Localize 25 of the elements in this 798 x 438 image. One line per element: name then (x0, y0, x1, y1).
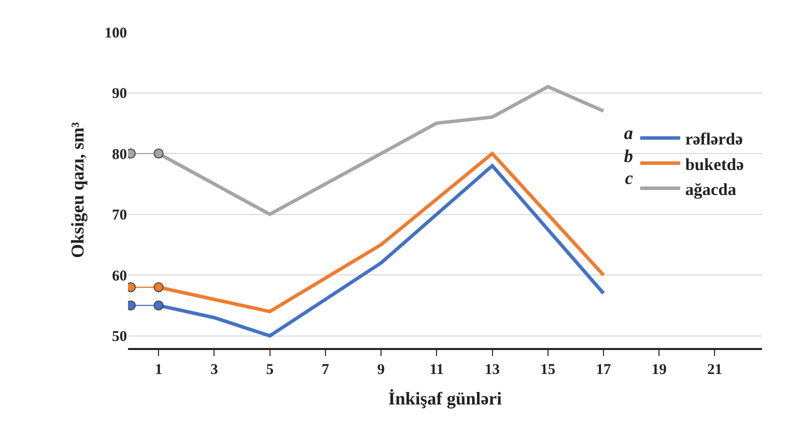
x-tick-label: 7 (322, 362, 330, 378)
x-tick-label: 15 (540, 362, 556, 378)
y-tick-label: 80 (112, 146, 127, 163)
y-tick-label: 50 (112, 329, 127, 346)
x-tick-label: 1 (154, 362, 162, 378)
legend-label: rəflərdə (685, 130, 743, 149)
x-tick-label: 21 (707, 362, 722, 378)
y-tick-label: 90 (112, 86, 127, 102)
x-tick-label: 11 (430, 362, 444, 378)
x-tick-label: 5 (266, 362, 274, 378)
x-tick-label: 19 (652, 362, 667, 378)
x-tick-label: 9 (377, 362, 385, 378)
annotation: a (624, 123, 633, 143)
legend-label: buketdə (685, 154, 744, 174)
y-axis-title: Oksigeu qazı, sm³ (68, 121, 88, 258)
x-tick-label: 17 (596, 362, 612, 378)
y-tick-label: 60 (112, 268, 127, 284)
annotation: c (625, 168, 633, 188)
y-tick-label: 100 (104, 25, 127, 42)
y-tick-label: 70 (112, 208, 127, 224)
annotation: b (624, 146, 633, 166)
x-tick-label: 3 (210, 362, 218, 378)
x-axis-title: İnkişaf günləri (388, 388, 502, 408)
legend-label: ağacda (685, 180, 737, 199)
x-tick-label: 13 (484, 362, 500, 378)
